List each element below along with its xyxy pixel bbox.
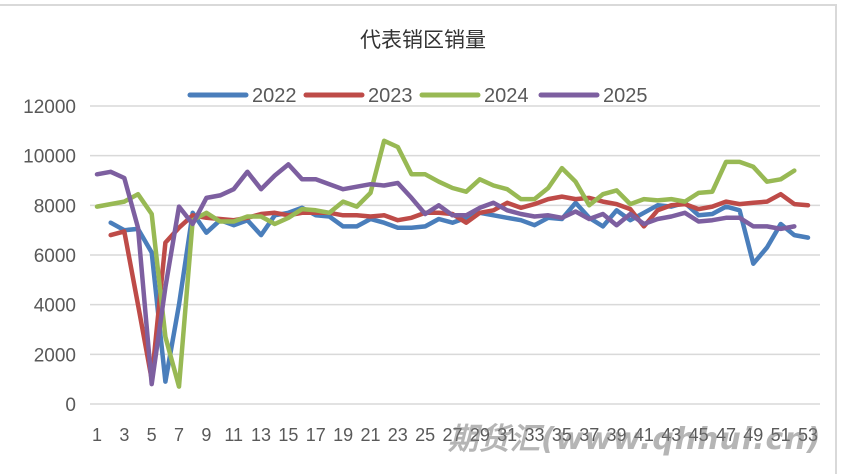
y-tick-label: 10000 xyxy=(23,147,76,168)
x-tick-label: 27 xyxy=(442,425,462,445)
x-tick-label: 45 xyxy=(689,425,709,445)
x-tick-label: 13 xyxy=(251,425,271,445)
x-tick-label: 33 xyxy=(525,425,545,445)
x-tick-label: 15 xyxy=(278,425,298,445)
series-line-2025 xyxy=(94,162,797,387)
x-tick-label: 29 xyxy=(470,425,490,445)
watermark: 期货汇(www.qhhui.cn) xyxy=(448,422,822,457)
y-axis: 0 2000 4000 6000 8000 10000 12000 xyxy=(23,97,76,416)
x-tick-label: 9 xyxy=(201,425,211,445)
legend-label-2022: 2022 xyxy=(252,85,297,107)
x-tick-label: 11 xyxy=(224,425,243,445)
x-tick-label: 47 xyxy=(716,425,736,445)
gridlines xyxy=(90,105,820,405)
x-tick-label: 35 xyxy=(552,425,572,445)
legend: 2022 2023 2024 2025 xyxy=(187,85,648,107)
x-tick-label: 25 xyxy=(415,425,435,445)
y-tick-label: 4000 xyxy=(34,296,76,317)
x-tick-label: 37 xyxy=(579,425,599,445)
x-tick-label: 3 xyxy=(119,425,129,445)
y-tick-label: 2000 xyxy=(34,345,76,366)
series-line-2024 xyxy=(94,138,797,389)
x-tick-label: 43 xyxy=(661,425,681,445)
chart-title: 代表销区销量 xyxy=(360,28,486,52)
x-tick-label: 41 xyxy=(634,425,654,445)
x-tick-label: 49 xyxy=(743,425,763,445)
x-axis: 1 3 5 7 9 11 13 15 17 19 21 23 25 27 29 31 33 35 37 39 41 43 4… xyxy=(92,425,818,445)
x-tick-label: 7 xyxy=(174,425,184,445)
legend-label-2025: 2025 xyxy=(603,85,648,107)
chart-frame xyxy=(0,4,837,474)
x-tick-label: 17 xyxy=(306,425,326,445)
x-tick-label: 39 xyxy=(607,425,627,445)
x-tick-label: 1 xyxy=(92,425,102,445)
y-tick-label: 12000 xyxy=(23,97,76,118)
x-tick-label: 53 xyxy=(798,425,818,445)
x-tick-label: 19 xyxy=(333,425,353,445)
x-tick-label: 51 xyxy=(771,425,791,445)
x-tick-label: 31 xyxy=(497,425,517,445)
x-tick-label: 5 xyxy=(147,425,157,445)
x-tick-label: 23 xyxy=(388,425,408,445)
legend-label-2024: 2024 xyxy=(484,85,529,107)
y-tick-label: 8000 xyxy=(34,196,76,217)
y-tick-label: 6000 xyxy=(34,246,76,267)
y-tick-label: 0 xyxy=(65,395,76,416)
legend-label-2023: 2023 xyxy=(368,85,413,107)
x-tick-label: 21 xyxy=(360,425,380,445)
series-lines xyxy=(94,138,811,389)
